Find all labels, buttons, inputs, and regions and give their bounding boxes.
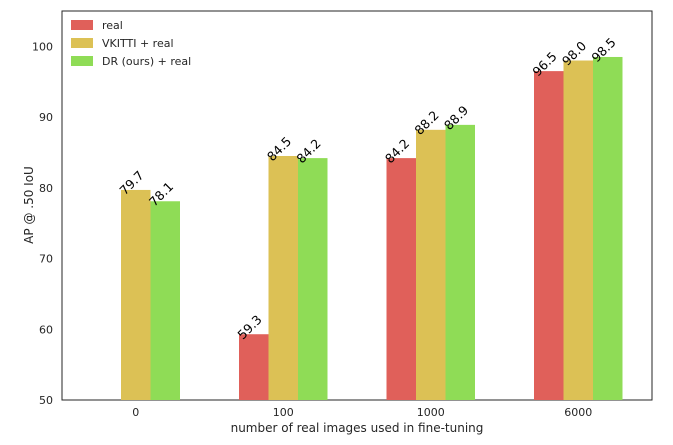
x-tick-label-6000: 6000 bbox=[564, 406, 592, 419]
x-tick-label-100: 100 bbox=[273, 406, 294, 419]
legend-label-dr-ours-real: DR (ours) + real bbox=[102, 55, 191, 68]
legend-label-real: real bbox=[102, 19, 123, 32]
bar-vkitti-real-6000 bbox=[563, 60, 593, 400]
y-tick-label-90: 90 bbox=[39, 111, 53, 124]
bar-vkitti-real-1000 bbox=[416, 129, 446, 400]
y-tick-label-60: 60 bbox=[39, 323, 53, 336]
y-axis-title: AP @ .50 IoU bbox=[22, 166, 36, 244]
y-axis-ticks: 50 60 70 80 90 100 bbox=[32, 40, 53, 407]
y-tick-label-70: 70 bbox=[39, 253, 53, 266]
bars-layer bbox=[121, 56, 623, 401]
y-tick-label-80: 80 bbox=[39, 182, 53, 195]
x-tick-label-0: 0 bbox=[132, 406, 139, 419]
legend: real VKITTI + real DR (ours) + real bbox=[71, 19, 191, 68]
x-tick-label-1000: 1000 bbox=[417, 406, 445, 419]
bar-real-6000 bbox=[534, 71, 564, 401]
legend-swatch-vkitti-real bbox=[71, 38, 93, 48]
bar-vkitti-real-0 bbox=[121, 189, 151, 400]
y-tick-label-100: 100 bbox=[32, 40, 53, 53]
legend-label-vkitti-real: VKITTI + real bbox=[102, 37, 174, 50]
bar-real-100 bbox=[239, 334, 269, 400]
bar-vkitti-real-100 bbox=[268, 155, 298, 400]
x-axis-title: number of real images used in fine-tunin… bbox=[231, 421, 484, 435]
x-axis-ticks: 0 100 1000 6000 bbox=[132, 406, 592, 419]
bar-dr-ours-real-6000 bbox=[593, 56, 623, 401]
bar-dr-ours-real-0 bbox=[150, 201, 180, 400]
legend-swatch-dr-ours-real bbox=[71, 56, 93, 66]
bar-real-1000 bbox=[386, 158, 416, 400]
bar-dr-ours-real-100 bbox=[298, 158, 328, 400]
bar-dr-ours-real-1000 bbox=[445, 124, 475, 400]
y-tick-label-50: 50 bbox=[39, 394, 53, 407]
legend-swatch-real bbox=[71, 20, 93, 30]
